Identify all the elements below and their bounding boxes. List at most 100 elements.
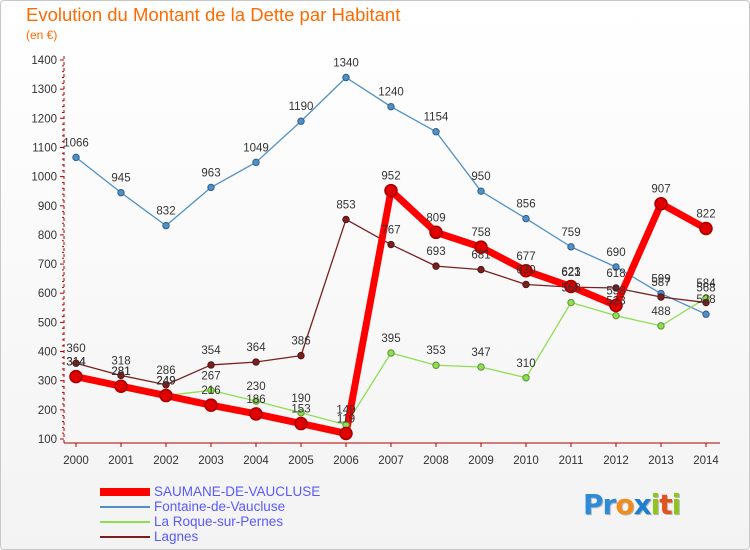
series-point-0 [204,398,218,412]
x-tick-label: 2001 [108,455,134,467]
series-point-1 [72,153,80,162]
data-label-1: 945 [111,173,130,185]
series-point-1 [387,102,395,111]
y-tick-label: 500 [38,317,57,329]
data-label-0: 558 [606,285,625,297]
y-tick-label: 1400 [31,55,57,67]
series-point-3 [387,240,395,249]
series-point-0 [519,264,533,278]
series-point-1 [207,183,215,192]
data-label-2: 230 [246,381,265,393]
data-label-3: 630 [516,264,535,276]
data-label-3: 693 [426,246,445,258]
data-label-2: 584 [696,278,716,290]
series-point-2 [567,298,575,307]
series-point-0 [294,416,308,431]
x-tick-label: 2009 [468,455,494,467]
data-label-0: 281 [111,366,130,378]
series-point-3 [477,265,485,274]
legend-label: La Roque-sur-Pernes [154,514,284,529]
x-tick-label: 2005 [288,455,314,467]
series-point-2 [432,361,440,369]
data-label-2: 281 [111,366,130,378]
x-tick-label: 2013 [648,455,674,467]
data-label-0: 216 [201,385,220,397]
y-tick-label: 1300 [31,84,57,96]
legend-swatch [100,536,150,538]
data-label-1: 599 [651,274,670,286]
logo-letter: o [615,488,634,521]
legend-label: SAUMANE-DE-VAUCLUSE [154,484,321,499]
x-tick-label: 2012 [603,455,629,467]
data-label-3: 681 [471,250,490,262]
data-label-0: 119 [337,413,355,425]
data-label-3: 767 [381,225,400,237]
series-point-3 [522,280,530,289]
data-label-1: 963 [201,167,220,179]
data-label-3: 364 [246,342,266,354]
series-point-3 [72,359,80,367]
data-label-2: 267 [201,370,220,382]
logo-letter: t [659,488,672,521]
series-point-2 [252,397,260,405]
series-point-0 [429,225,443,240]
series-point-2 [612,311,620,320]
series-point-3 [657,293,665,301]
data-label-1: 1066 [63,137,89,149]
legend-label: Fontaine-de-Vaucluse [154,499,286,514]
data-label-3: 318 [111,355,130,367]
series-point-1 [522,214,530,223]
series-point-1 [567,243,575,251]
data-label-2: 190 [291,393,310,405]
data-label-0: 314 [66,357,86,369]
data-label-2: 310 [516,358,535,370]
logo-letter: i [671,488,682,521]
data-label-3: 618 [606,268,625,280]
data-label-3: 386 [291,336,310,348]
data-label-3: 360 [66,343,85,355]
data-label-0: 758 [471,227,490,239]
y-tick-label: 200 [38,405,57,417]
series-point-3 [297,351,305,360]
series-point-1 [612,263,620,271]
series-point-2 [207,386,215,395]
logo-letter: i [650,488,661,521]
data-label-2: 347 [471,347,490,359]
x-tick-label: 2007 [378,455,404,467]
data-label-2: 314 [66,357,86,369]
y-tick-label: 600 [38,288,57,300]
data-label-2: 568 [561,283,580,295]
y-tick-label: 400 [38,347,57,359]
y-tick-label: 1200 [31,113,57,125]
series-point-0 [474,240,488,254]
series-point-2 [387,349,395,357]
series-point-2 [522,374,530,382]
legend-swatch [100,506,150,508]
x-tick-label: 2014 [693,455,719,467]
data-label-0: 907 [651,184,670,196]
data-label-0: 822 [696,209,715,221]
series-point-0 [69,369,83,384]
series-point-1 [432,128,440,136]
y-tick-label: 800 [38,230,57,242]
data-label-3: 286 [156,365,175,377]
chart-title: Evolution du Montant de la Dette par Hab… [26,4,401,25]
y-tick-label: 300 [38,376,57,388]
series-point-1 [477,187,485,195]
series-point-0 [384,183,398,198]
series-line-2 [75,297,707,426]
x-tick-label: 2000 [63,455,89,467]
series-point-3 [207,361,215,369]
series-point-0 [339,426,353,441]
series-point-3 [342,215,350,224]
data-label-2: 488 [651,306,670,318]
series-point-0 [114,379,128,393]
y-tick-label: 900 [38,201,57,213]
legend-swatch [100,488,150,496]
data-label-1: 832 [156,206,175,218]
data-label-3: 354 [201,345,221,357]
x-tick-label: 2010 [513,455,539,467]
series-point-1 [342,73,350,82]
data-label-2: 523 [606,296,625,308]
data-label-3: 621 [561,267,580,279]
